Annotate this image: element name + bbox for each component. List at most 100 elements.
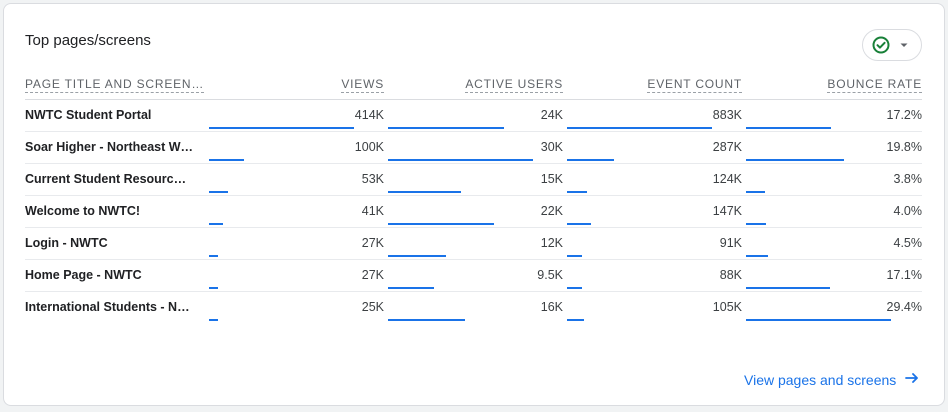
- views-cell: 100K: [205, 131, 384, 164]
- views-value: 25K: [361, 300, 384, 315]
- column-header-event-count[interactable]: EVENT COUNT: [563, 70, 742, 100]
- bounce-rate-cell: 4.5%: [742, 227, 923, 260]
- bounce-rate-value: 4.5%: [893, 236, 923, 250]
- table-row[interactable]: Login - NWTC 27K 12K 91K 4.5%: [25, 227, 923, 260]
- page-title-cell[interactable]: Login - NWTC: [25, 227, 205, 260]
- bounce-rate-value: 17.2%: [886, 108, 922, 122]
- views-bar: [209, 158, 244, 161]
- views-cell: 41K: [205, 195, 384, 228]
- views-bar: [209, 190, 228, 193]
- views-value: 53K: [361, 172, 384, 186]
- bounce-rate-cell: 17.2%: [742, 99, 922, 132]
- bounce-rate-bar: [746, 319, 891, 321]
- page-title-cell[interactable]: Welcome to NWTC!: [25, 195, 205, 228]
- compare-dropdown-button[interactable]: [862, 29, 922, 61]
- active-users-cell: 30K: [384, 131, 563, 164]
- active-users-value: 9.5K: [537, 268, 563, 282]
- views-cell: 27K: [205, 227, 384, 260]
- event-count-bar: [567, 126, 712, 129]
- active-users-cell: 24K: [384, 99, 563, 132]
- active-users-cell: 22K: [384, 195, 563, 228]
- bounce-rate-cell: 4.0%: [742, 195, 923, 228]
- view-pages-link-label: View pages and screens: [744, 371, 897, 388]
- active-users-bar: [388, 286, 434, 289]
- bounce-rate-cell: 19.8%: [742, 131, 922, 164]
- views-cell: 27K: [205, 259, 384, 292]
- column-header-bounce-rate[interactable]: BOUNCE RATE: [742, 70, 922, 100]
- views-bar: [209, 254, 218, 257]
- table-row[interactable]: Soar Higher - Northeast Wisconsin Techni…: [25, 131, 922, 164]
- bounce-rate-cell: 17.1%: [742, 259, 922, 292]
- views-value: 414K: [354, 108, 384, 122]
- bounce-rate-bar: [746, 190, 765, 193]
- active-users-bar: [388, 190, 461, 193]
- event-count-value: 287K: [712, 140, 742, 154]
- table-row[interactable]: Home Page - NWTC 27K 9.5K 88K 17.1%: [25, 259, 922, 292]
- views-bar: [209, 222, 223, 225]
- active-users-value: 22K: [540, 204, 563, 218]
- active-users-cell: 15K: [384, 163, 563, 196]
- views-cell: 414K: [205, 99, 384, 132]
- event-count-cell: 88K: [563, 259, 742, 292]
- event-count-cell: 883K: [563, 99, 742, 132]
- top-pages-card: Top pages/screens PAGE TITLE AND SCREEN…: [3, 3, 945, 406]
- table-row[interactable]: Welcome to NWTC! 41K 22K 147K 4.0%: [25, 195, 923, 228]
- page-title-cell[interactable]: Home Page - NWTC: [25, 259, 205, 292]
- active-users-bar: [388, 319, 465, 321]
- table-row[interactable]: Current Student Resources - NWTC 53K 15K 12…: [25, 163, 923, 196]
- views-value: 41K: [361, 204, 384, 218]
- table-row[interactable]: International Students - Northeast Wisco…: [25, 291, 922, 323]
- table-row[interactable]: NWTC Student Portal 414K 24K 883K 17.2%: [25, 99, 922, 132]
- check-circle-icon: [871, 35, 891, 55]
- pages-table: PAGE TITLE AND SCREEN… VIEWS ACTIVE USER…: [25, 70, 922, 323]
- event-count-bar: [567, 319, 584, 321]
- active-users-bar: [388, 126, 504, 129]
- active-users-value: 16K: [540, 300, 563, 315]
- active-users-cell: 12K: [384, 227, 563, 260]
- event-count-value: 88K: [719, 268, 742, 282]
- active-users-cell: 9.5K: [384, 259, 563, 292]
- page-title-cell[interactable]: NWTC Student Portal: [25, 99, 205, 132]
- event-count-cell: 147K: [563, 195, 742, 228]
- view-pages-link[interactable]: View pages and screens: [744, 370, 920, 389]
- page-title-cell[interactable]: International Students - Northeast Wisco…: [25, 300, 205, 315]
- active-users-value: 30K: [540, 140, 563, 154]
- views-bar: [209, 126, 354, 129]
- bounce-rate-value: 17.1%: [886, 268, 922, 282]
- bounce-rate-bar: [746, 254, 768, 257]
- event-count-bar: [567, 254, 582, 257]
- views-value: 100K: [354, 140, 384, 154]
- bounce-rate-value: 19.8%: [886, 140, 922, 154]
- views-cell: 25K: [205, 291, 384, 323]
- active-users-bar: [388, 254, 446, 257]
- event-count-value: 105K: [712, 300, 742, 315]
- page-title-cell[interactable]: Current Student Resources - NWTC: [25, 163, 205, 196]
- views-cell: 53K: [205, 163, 384, 196]
- active-users-cell: 16K: [384, 291, 563, 323]
- column-header-views[interactable]: VIEWS: [205, 70, 384, 100]
- column-header-active-users[interactable]: ACTIVE USERS: [384, 70, 563, 100]
- active-users-bar: [388, 222, 494, 225]
- views-bar: [209, 319, 218, 321]
- bounce-rate-value: 4.0%: [893, 204, 923, 218]
- bounce-rate-bar: [746, 286, 830, 289]
- event-count-value: 147K: [712, 204, 742, 218]
- bounce-rate-bar: [746, 126, 831, 129]
- event-count-bar: [567, 286, 582, 289]
- active-users-bar: [388, 158, 533, 161]
- event-count-cell: 124K: [563, 163, 742, 196]
- arrow-right-icon: [904, 370, 920, 389]
- active-users-value: 24K: [540, 108, 563, 122]
- caret-down-icon: [899, 40, 909, 50]
- column-header-page-title[interactable]: PAGE TITLE AND SCREEN…: [25, 70, 205, 100]
- bounce-rate-bar: [746, 222, 766, 225]
- active-users-value: 12K: [540, 236, 563, 250]
- bounce-rate-value: 3.8%: [893, 172, 923, 186]
- bounce-rate-value: 29.4%: [886, 300, 922, 315]
- event-count-value: 91K: [719, 236, 742, 250]
- event-count-cell: 105K: [563, 291, 742, 323]
- bounce-rate-cell: 3.8%: [742, 163, 923, 196]
- active-users-value: 15K: [540, 172, 563, 186]
- event-count-value: 883K: [712, 108, 742, 122]
- page-title-cell[interactable]: Soar Higher - Northeast Wisconsin Techni…: [25, 131, 205, 164]
